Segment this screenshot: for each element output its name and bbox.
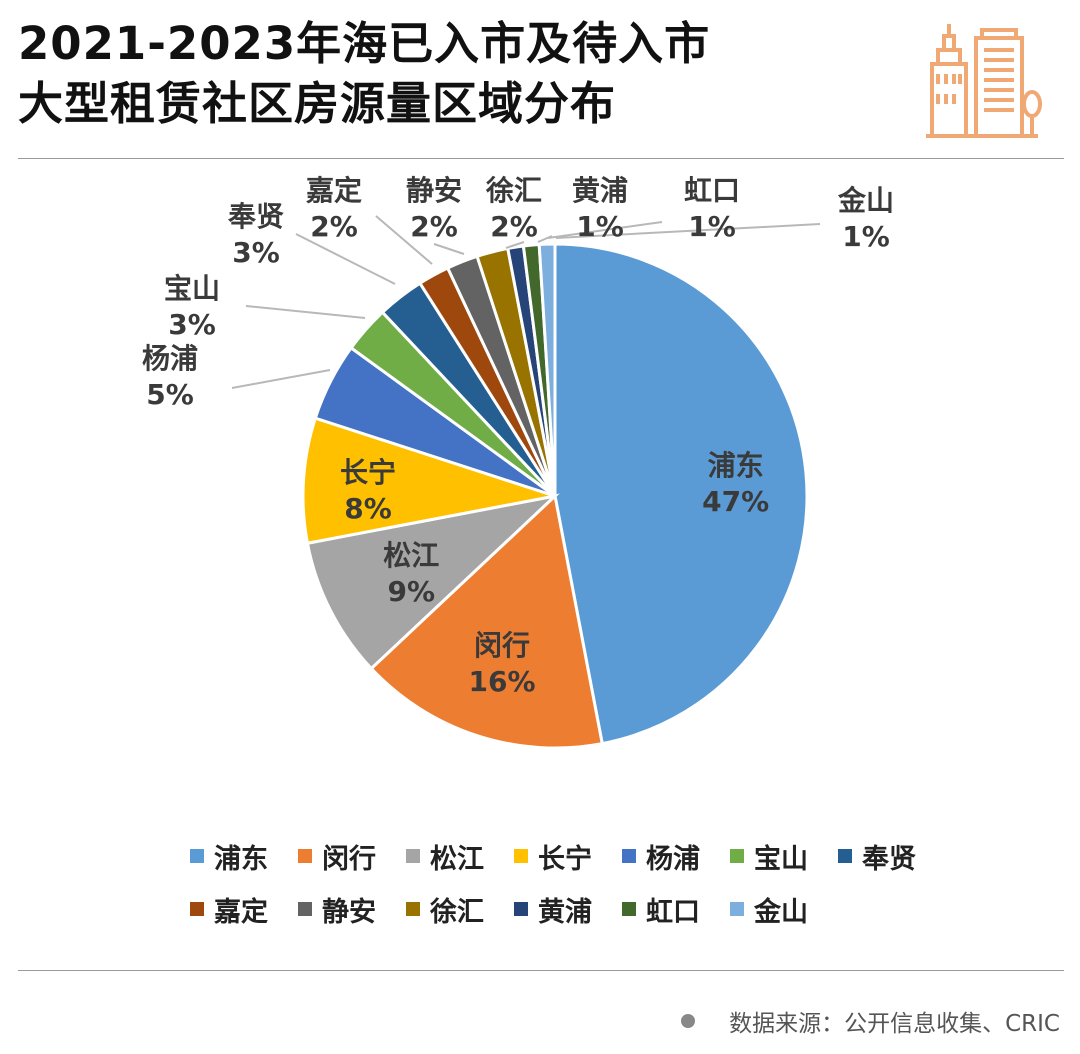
legend-swatch [406,849,420,863]
legend-swatch [406,902,420,916]
leader-lines [231,215,821,389]
legend-swatch [730,902,744,916]
slice-label: 宝山 [164,272,220,305]
legend-swatch [298,849,312,863]
slice-label: 闵行 [474,629,530,662]
legend-swatch [298,902,312,916]
slice-label: 虹口 [684,174,740,207]
slice-value-label: 1% [842,220,890,253]
top-divider [18,158,1064,159]
source-note: 数据来源：公开信息收集、CRIC [681,1004,1060,1038]
slice-label: 静安 [406,174,462,207]
legend-swatch [190,849,204,863]
legend-item: 徐汇 [406,891,484,928]
pie-slice-松江 [305,493,560,671]
legend-label: 宝山 [754,843,808,875]
slice-label: 金山 [837,184,894,217]
slice-label: 嘉定 [306,174,362,207]
pie-slice-闵行 [369,493,604,750]
legend-label: 闵行 [322,843,376,875]
leader-line [505,241,525,249]
legend-swatch [622,849,636,863]
title-line-2: 大型租赁社区房源量区域分布 [18,77,617,130]
slice-label: 浦东 [708,449,764,482]
legend-item: 黄浦 [514,891,592,928]
legend-label: 静安 [322,896,376,928]
leader-line [245,305,366,319]
slice-value-label: 9% [388,575,436,608]
legend-row: 浦东 闵行 松江 长宁 杨浦 宝山 奉贤 [190,838,950,875]
legend-item: 浦东 [190,838,268,875]
title-line-1: 2021-2023年海已入市及待入市 [18,17,711,70]
leader-line [555,223,821,239]
legend-item: 虹口 [622,891,700,928]
legend-item: 金山 [730,891,808,928]
legend-swatch [514,849,528,863]
bullet-icon [681,1014,696,1028]
slice-label: 杨浦 [142,342,198,375]
legend-swatch [190,902,204,916]
legend-label: 浦东 [214,843,268,875]
pie-slice-浦东 [553,242,809,746]
legend-label: 黄浦 [538,896,592,928]
slice-value-label: 1% [688,210,736,243]
legend-swatch [838,849,852,863]
chart-legend: 浦东 闵行 松江 长宁 杨浦 宝山 奉贤 嘉定 静安 徐汇 黄浦 虹口 金山 [190,838,950,944]
legend-item: 闵行 [298,838,376,875]
legend-swatch [622,902,636,916]
legend-label: 徐汇 [430,896,484,928]
legend-label: 嘉定 [214,896,268,928]
leader-line [231,369,331,389]
slice-value-label: 8% [344,492,392,525]
slice-value-label: 3% [232,236,280,269]
legend-item: 奉贤 [838,838,916,875]
pie-slice-金山 [537,242,557,497]
bottom-divider [18,970,1064,971]
legend-item: 静安 [298,891,376,928]
legend-label: 长宁 [538,843,592,875]
slice-value-label: 2% [410,210,458,243]
legend-swatch [514,902,528,916]
legend-item: 松江 [406,838,484,875]
slice-labels: 浦东47%闵行16%松江9%长宁8%杨浦5%宝山3%奉贤3%嘉定2%静安2%徐汇… [142,174,894,698]
chart-title: 2021-2023年海已入市及待入市 大型租赁社区房源量区域分布 [18,14,898,134]
legend-label: 虹口 [646,896,700,928]
slice-label: 松江 [383,539,439,572]
legend-item: 长宁 [514,838,592,875]
pie-slices [301,242,809,750]
legend-item: 杨浦 [622,838,700,875]
pie-chart: 浦东47%闵行16%松江9%长宁8%杨浦5%宝山3%奉贤3%嘉定2%静安2%徐汇… [142,174,894,750]
slice-label: 黄浦 [572,174,628,207]
slice-value-label: 5% [146,378,194,411]
slice-value-label: 1% [576,210,624,243]
legend-item: 宝山 [730,838,808,875]
source-text: 数据来源：公开信息收集、CRIC [729,1011,1060,1037]
slice-value-label: 3% [168,308,216,341]
legend-label: 杨浦 [646,843,700,875]
pie-slice-长宁 [301,416,556,545]
legend-swatch [730,849,744,863]
slice-value-label: 2% [310,210,358,243]
legend-row: 嘉定 静安 徐汇 黄浦 虹口 金山 [190,891,950,928]
legend-label: 奉贤 [862,843,916,875]
slice-label: 长宁 [340,456,396,489]
leader-line [375,215,433,265]
leader-line [295,233,396,285]
slice-label: 奉贤 [228,200,284,233]
legend-label: 金山 [754,896,808,928]
leader-line [547,221,663,239]
legend-label: 松江 [430,843,484,875]
slice-value-label: 47% [702,485,769,518]
city-buildings-icon [926,24,1042,138]
slice-value-label: 16% [469,665,536,698]
slice-value-label: 2% [490,210,538,243]
leader-line [433,243,465,255]
legend-item: 嘉定 [190,891,268,928]
slice-label: 徐汇 [485,174,542,207]
